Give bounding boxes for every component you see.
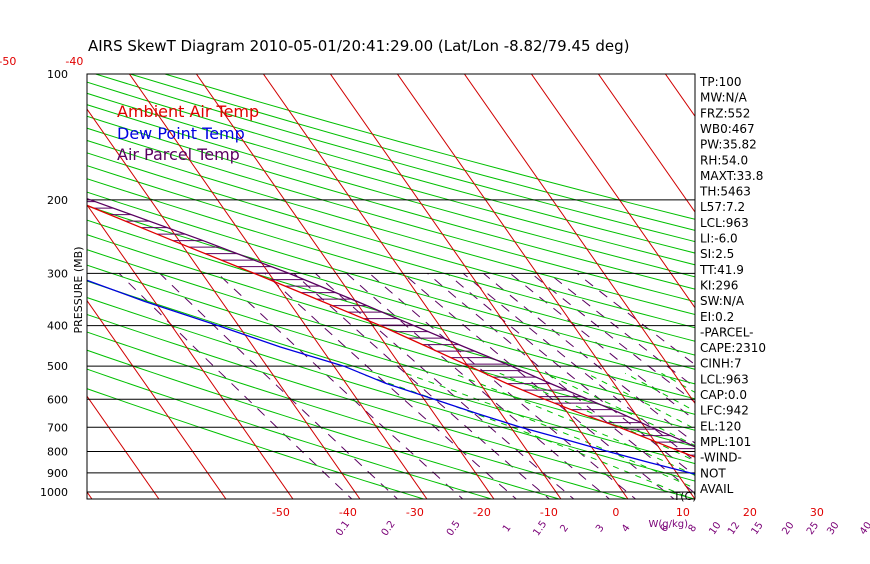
x-tick-label: 10 (676, 506, 690, 519)
mixing-ratio-line (447, 273, 729, 502)
index-item: SI:2.5 (700, 247, 734, 261)
index-item: TH:5463 (699, 185, 751, 199)
x-top-tick-label: -50 (0, 55, 16, 68)
index-item: TT:41.9 (699, 263, 744, 277)
isotherm-line (302, 34, 656, 539)
isotherm-line (637, 34, 870, 539)
mixing-ratio-label: 25 (805, 520, 821, 537)
x-tick-label: -30 (406, 506, 424, 519)
x-tick-label: 20 (743, 506, 757, 519)
x-tick-label: -20 (473, 506, 491, 519)
mixing-ratio-line (119, 273, 356, 502)
mixing-ratio-label: 3 (594, 523, 607, 535)
y-tick-label: 200 (47, 194, 68, 207)
index-item: SW:N/A (700, 294, 745, 308)
y-tick-label: 1000 (40, 486, 68, 499)
mixing-ratio-label: 1 (501, 523, 514, 535)
dry-adiabat-line (0, 74, 572, 503)
index-item: TP:100 (699, 75, 742, 89)
index-item: L57:7.2 (700, 200, 745, 214)
mixing-ratio-label: 1.5 (531, 519, 549, 538)
x-tick-label: -50 (272, 506, 290, 519)
moist-adiabat-line (662, 373, 870, 501)
mixing-ratio-unit: W(g/kg) (648, 519, 688, 530)
index-item: LI:-6.0 (700, 232, 738, 246)
index-item: CAP:0.0 (700, 388, 747, 402)
mixing-ratio-line (294, 273, 554, 502)
mixing-ratio-label: 10 (707, 520, 723, 537)
index-item: RH:54.0 (700, 153, 748, 167)
y-tick-label: 300 (47, 267, 68, 280)
mixing-ratio-line (549, 273, 848, 502)
index-item: KI:296 (700, 278, 738, 292)
y-axis-label: PRESSURE (MB) (72, 247, 85, 334)
y-tick-label: 500 (47, 360, 68, 373)
mixing-ratio-label: 0.1 (334, 519, 352, 538)
index-item: MAXT:33.8 (700, 169, 763, 183)
index-item: -WIND- (700, 451, 742, 465)
mixing-ratio-line (160, 273, 401, 502)
x-tick-label: 0 (612, 506, 619, 519)
mixing-ratio-label: 0.5 (445, 519, 463, 538)
index-item: FRZ:552 (700, 106, 750, 120)
isotherm-line (0, 34, 53, 539)
y-tick-label: 900 (47, 467, 68, 480)
dry-adiabat-line (0, 74, 640, 503)
index-item: MW:N/A (700, 91, 748, 105)
x-tick-label: -40 (339, 506, 357, 519)
index-item: PW:35.82 (700, 138, 757, 152)
mixing-ratio-line (347, 273, 614, 502)
mixing-ratio-label: 15 (749, 520, 765, 537)
legend: Ambient Air Temp Dew Point Temp Air Parc… (117, 102, 259, 164)
index-item: -PARCEL- (700, 325, 754, 339)
chart-title: AIRS SkewT Diagram 2010-05-01/20:41:29.0… (88, 37, 629, 55)
index-item: AVAIL (700, 482, 734, 496)
mixing-ratio-label: 8 (687, 523, 700, 535)
mixing-ratio-label: 40 (858, 520, 870, 537)
legend-dew-point: Dew Point Temp (117, 124, 245, 143)
mixing-ratio-label: 12 (726, 520, 742, 537)
mixing-ratio-line (510, 273, 802, 502)
y-tick-label: 700 (47, 421, 68, 434)
index-item: LCL:963 (700, 216, 749, 230)
mixing-ratio-label: 0.2 (380, 519, 398, 538)
x-tick-label: -10 (540, 506, 558, 519)
legend-parcel-temp: Air Parcel Temp (117, 145, 240, 164)
y-tick-label: 800 (47, 445, 68, 458)
index-item: EL:120 (700, 419, 741, 433)
index-item: MPL:101 (700, 435, 751, 449)
index-item: NOT (700, 466, 726, 480)
mixing-ratio-label: 30 (825, 520, 841, 537)
mixing-ratio-label: 20 (780, 520, 796, 537)
y-tick-label: 600 (47, 393, 68, 406)
legend-ambient-temp: Ambient Air Temp (117, 102, 259, 121)
index-item: LFC:942 (700, 404, 749, 418)
y-tick-label: 100 (47, 68, 68, 81)
index-item: LCL:963 (700, 372, 749, 386)
x-tick-label: 30 (810, 506, 824, 519)
y-tick-label: 400 (47, 320, 68, 333)
x-axis-label: T(C) (673, 490, 697, 503)
x-top-tick-label: -40 (65, 55, 83, 68)
index-item: EI:0.2 (700, 310, 734, 324)
mixing-ratio-label: 4 (620, 523, 633, 535)
index-item: CINH:7 (700, 357, 742, 371)
mixing-ratio-label: 2 (558, 523, 571, 535)
index-item: WB0:467 (700, 122, 755, 136)
index-item: CAPE:2310 (700, 341, 766, 355)
